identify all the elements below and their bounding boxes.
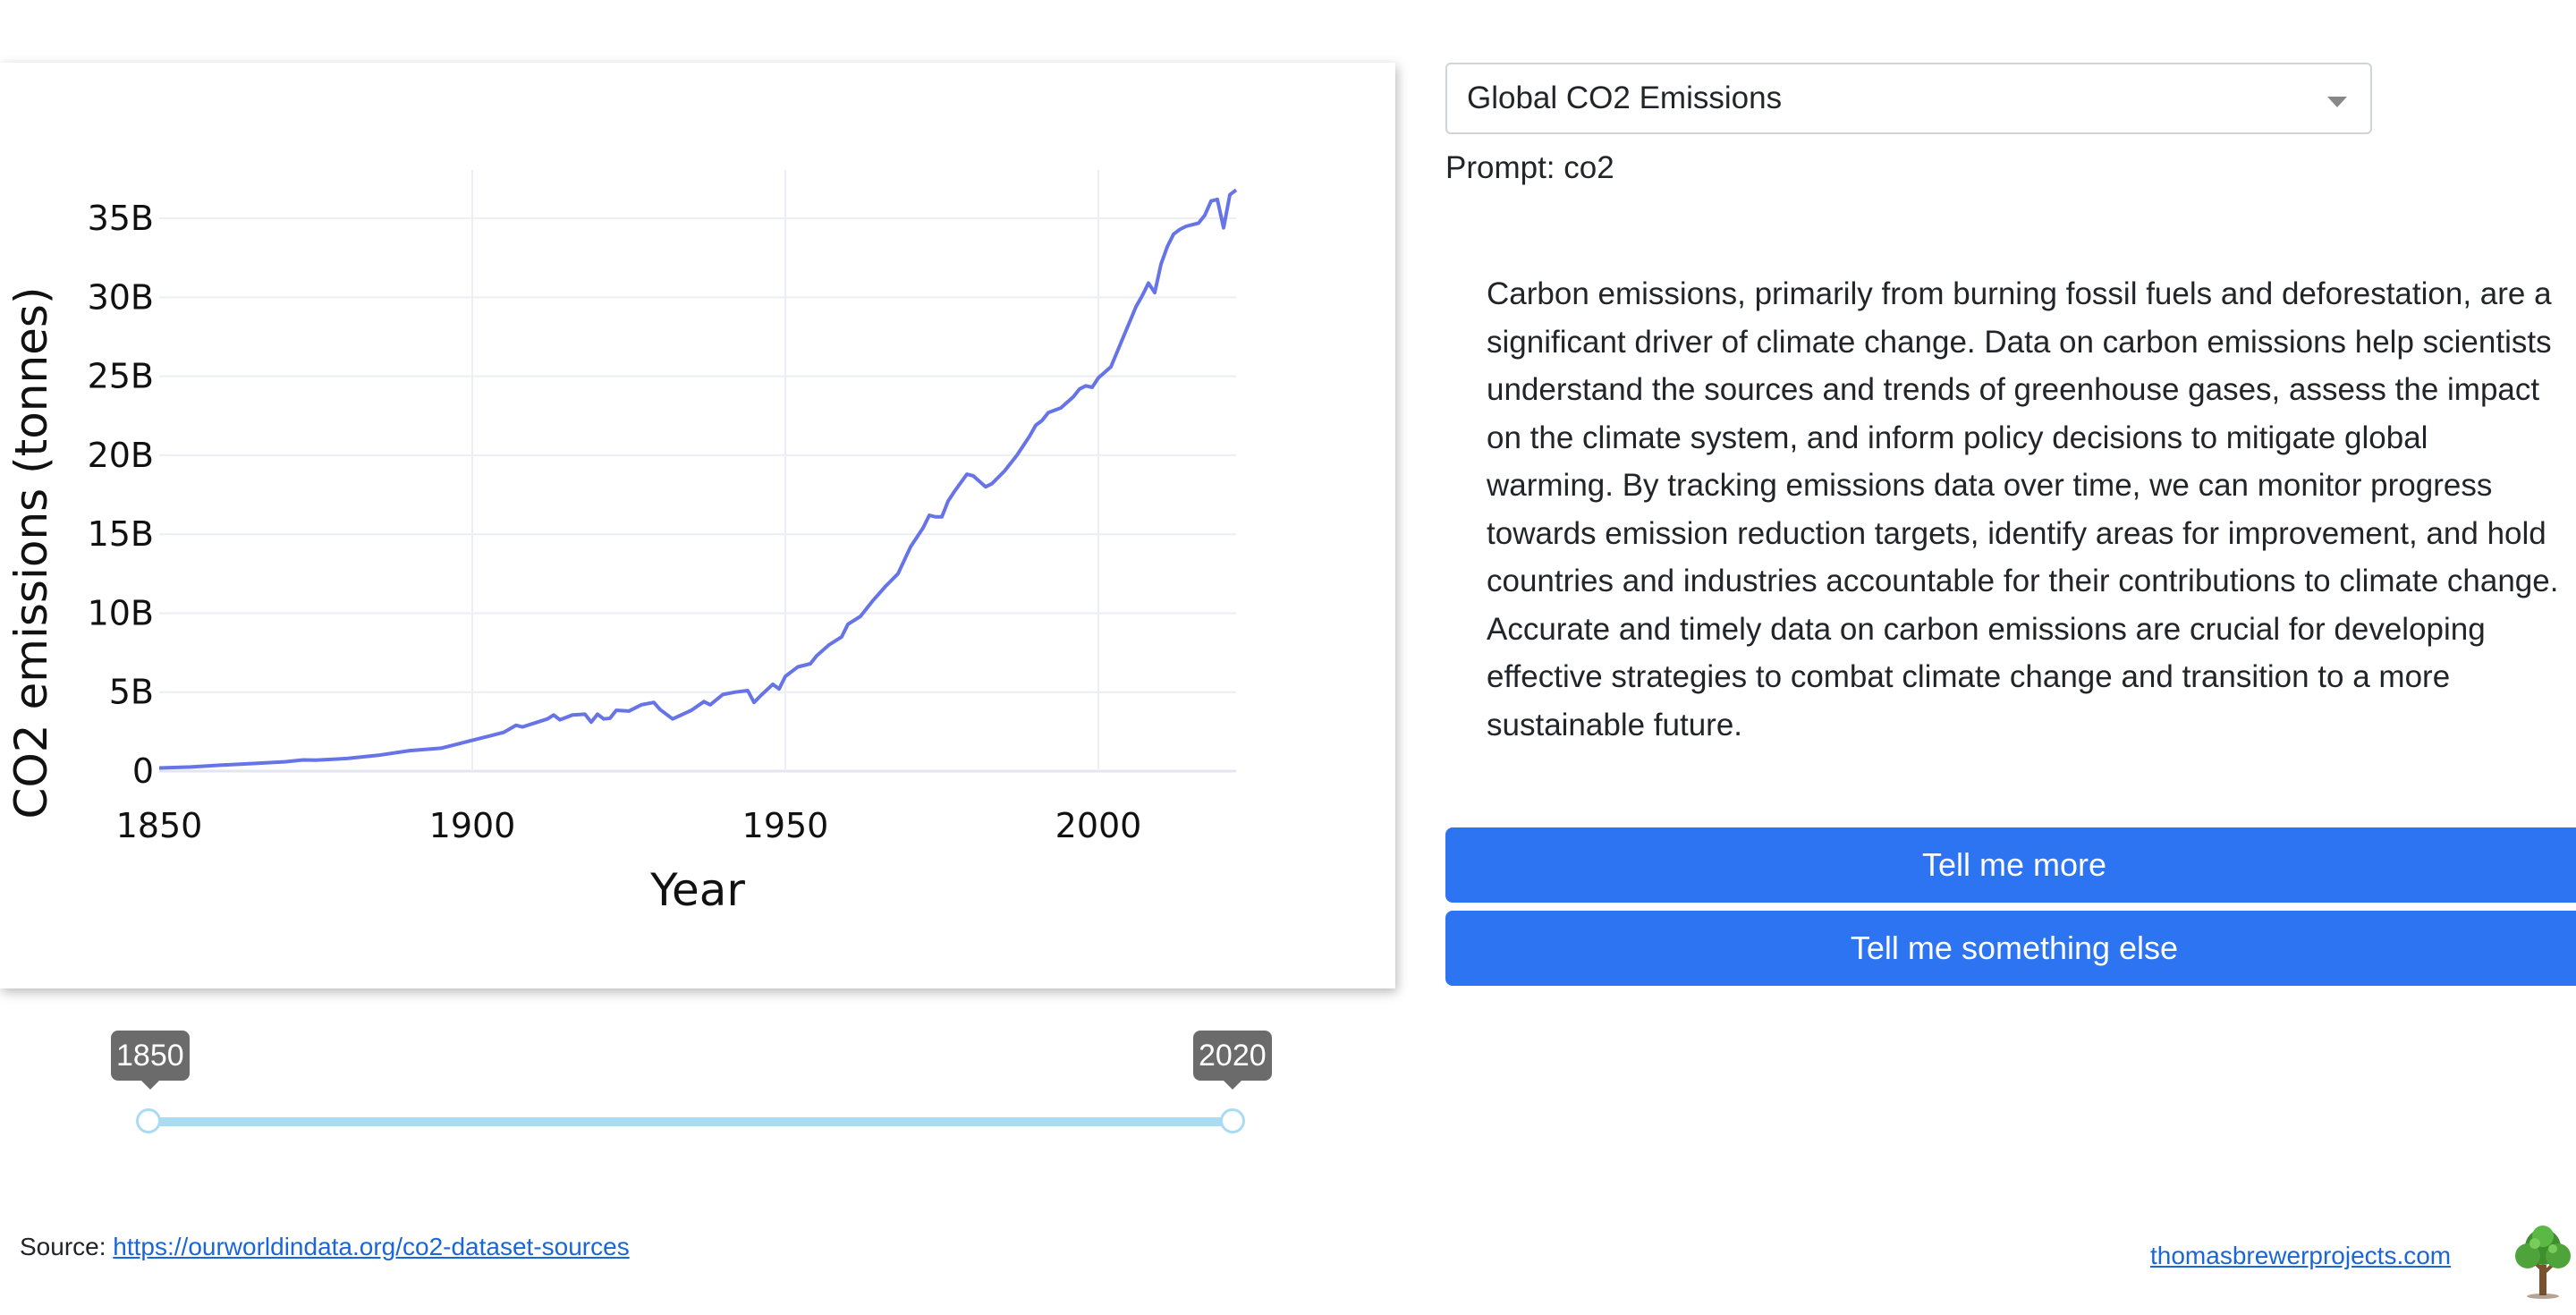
x-tick-label: 1900	[429, 806, 516, 845]
x-tick-label: 2000	[1055, 806, 1142, 845]
tree-icon[interactable]	[2510, 1224, 2576, 1299]
y-tick-label: 30B	[88, 277, 154, 317]
slider-start-handle[interactable]	[136, 1108, 161, 1133]
y-tick-label: 35B	[88, 199, 154, 238]
slider-end-handle[interactable]	[1220, 1108, 1245, 1133]
y-tick-label: 0	[132, 751, 154, 791]
y-tick-label: 5B	[109, 673, 154, 712]
tick-labels: 0 5B 10B 15B 20B 25B 30B 35B 1850 1900 1950 2000	[88, 199, 1142, 845]
co2-line-chart: 0 5B 10B 15B 20B 25B 30B 35B 1850 1900 1950 2000 Ye…	[5, 170, 1238, 916]
series-line-co2	[158, 188, 1238, 770]
y-tick-label: 15B	[88, 514, 154, 554]
source-prefix: Source:	[20, 1233, 114, 1260]
x-tick-label: 1950	[742, 806, 829, 845]
dataset-dropdown[interactable]: Global CO2 Emissions	[1445, 63, 2372, 134]
chevron-down-icon[interactable]	[2327, 97, 2347, 107]
prompt-text: Prompt: co2	[1445, 150, 1614, 185]
slider-end-tooltip: 2020	[1193, 1031, 1272, 1090]
y-axis-title: CO2 emissions (tonnes)	[5, 287, 57, 819]
year-range-slider[interactable]: 1850 2020	[111, 1029, 1279, 1145]
y-tick-label: 10B	[88, 593, 154, 632]
tell-me-something-else-button[interactable]: Tell me something else	[1445, 911, 2576, 986]
chart-card: 0 5B 10B 15B 20B 25B 30B 35B 1850 1900 1950 2000 Ye…	[0, 63, 1395, 988]
dataset-selected-value: Global CO2 Emissions	[1467, 81, 1783, 115]
y-tick-label: 25B	[88, 357, 154, 396]
y-tick-label: 20B	[88, 436, 154, 475]
dataset-description: Carbon emissions, primarily from burning…	[1487, 276, 2559, 742]
slider-start-tooltip: 1850	[111, 1031, 190, 1090]
tell-me-more-button[interactable]: Tell me more	[1445, 827, 2576, 903]
source-link[interactable]: https://ourworldindata.org/co2-dataset-s…	[113, 1233, 630, 1260]
x-axis-title: Year	[649, 864, 745, 916]
x-tick-label: 1850	[116, 806, 203, 845]
slider-track[interactable]	[148, 1117, 1233, 1126]
grid-lines	[159, 170, 1236, 773]
site-link[interactable]: thomasbrewerprojects.com	[2150, 1242, 2452, 1269]
source-line: Source: https://ourworldindata.org/co2-d…	[20, 1229, 630, 1265]
